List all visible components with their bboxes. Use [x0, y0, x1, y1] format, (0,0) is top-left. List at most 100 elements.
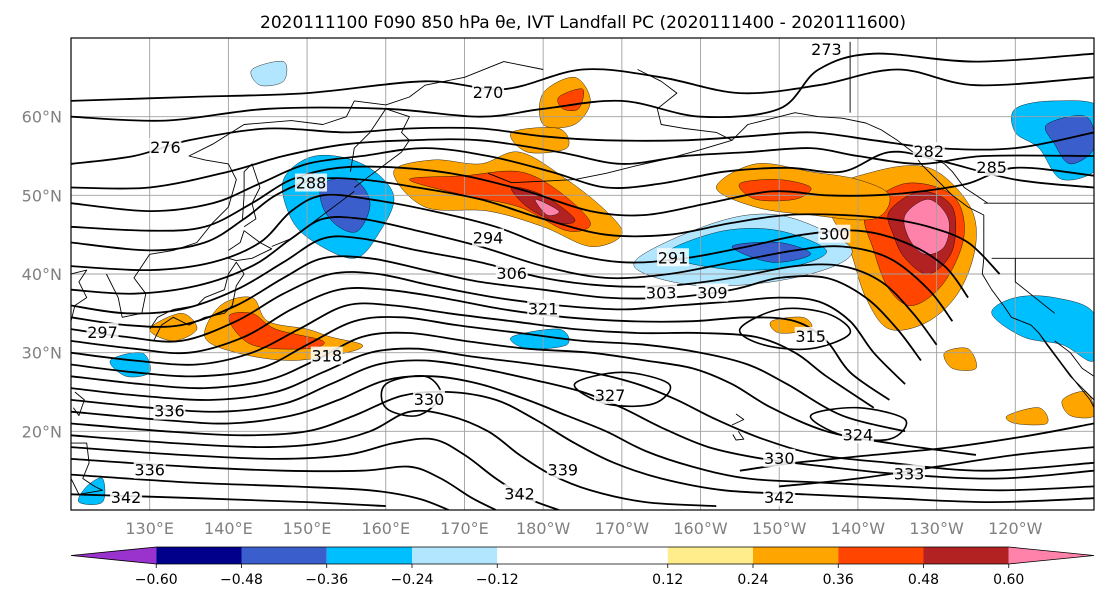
- contour-309-13: [71, 302, 875, 409]
- contour-label-bg: [841, 425, 874, 444]
- colorbar-tick-label: −0.12: [476, 572, 519, 588]
- lon-label: 170°E: [440, 519, 489, 538]
- coast-us-states-2: [1014, 258, 1055, 314]
- contour-294-8: [71, 216, 954, 322]
- contour-label-bg: [472, 83, 505, 102]
- shade-neg-sw-corner: [78, 477, 106, 505]
- colorbar-tick-label: −0.48: [220, 572, 263, 588]
- contour-282-4: [71, 147, 1094, 212]
- shade-pos-sub-2: [943, 347, 977, 371]
- lat-label: 40°N: [22, 265, 62, 284]
- lon-label: 130°E: [125, 519, 174, 538]
- contour-label: 321: [528, 299, 559, 318]
- contour-label-bg: [594, 385, 627, 404]
- colorbar-segment: [667, 547, 753, 564]
- contour-label: 342: [111, 488, 142, 507]
- contour-288-6: [71, 177, 1001, 275]
- coast-russia-coast: [149, 61, 544, 255]
- colorbar-extend-low: [71, 547, 157, 564]
- contour-327-19: [71, 390, 1094, 503]
- contour-330-20: [71, 409, 717, 507]
- contour-label: 324: [843, 425, 874, 444]
- coast-kamchatka: [349, 108, 410, 188]
- contour-label-bg: [893, 464, 926, 483]
- contour-label-bg: [153, 401, 186, 420]
- shade-neg-nw-canada-core: [1045, 115, 1094, 165]
- colorbar-segment: [497, 547, 668, 564]
- contour-label: 330: [414, 390, 445, 409]
- coast-hawaii: [731, 413, 745, 426]
- contour-label: 339: [548, 461, 579, 480]
- shade-neg-siberia: [250, 61, 288, 87]
- contour-label-bg: [495, 264, 528, 282]
- contour-label: 318: [311, 347, 342, 366]
- lon-label: 180°W: [516, 519, 571, 538]
- contour-label-bg: [472, 228, 505, 247]
- contour-label: 336: [134, 461, 165, 480]
- contour-315-15: [71, 331, 977, 456]
- shade-pos-sub-3: [1061, 391, 1094, 419]
- contour-label: 303: [646, 284, 677, 303]
- contour-loop-324-3: [809, 406, 908, 442]
- theta-e-contours: [71, 52, 1094, 510]
- colorbar-tick-label: 0.48: [908, 572, 939, 588]
- figure-title: 2020111100 F090 850 hPa θe, IVT Landfall…: [260, 13, 906, 33]
- colorbar-segment: [753, 547, 839, 564]
- contour-label-bg: [645, 283, 678, 302]
- colorbar-segment: [326, 547, 412, 564]
- coast-baja: [1038, 332, 1094, 408]
- contour-label-bg: [975, 157, 1008, 176]
- contour-label: 285: [976, 158, 1007, 177]
- contour-label-bg: [794, 326, 827, 345]
- lon-label: 160°W: [673, 519, 728, 538]
- shade-pos-asia-2: [149, 313, 198, 342]
- colorbar-tick-label: 0.36: [823, 572, 854, 588]
- contour-label: 273: [811, 40, 842, 59]
- lon-label: 160°E: [361, 519, 410, 538]
- contour-291-7: [71, 193, 969, 299]
- contour-label-bg: [149, 138, 182, 157]
- contour-label-bg: [86, 323, 119, 341]
- contour-label-bg: [110, 488, 143, 507]
- shade-pos-sub-4: [1005, 407, 1049, 426]
- coast-asia-east-coast: [71, 269, 88, 322]
- contour-300-10: [71, 255, 922, 362]
- contour-306-12: [71, 287, 890, 401]
- colorbar-segment: [412, 547, 498, 564]
- contour-label: 342: [764, 488, 795, 507]
- contour-label-bg: [310, 346, 343, 365]
- colorbar-tick-label: 0.24: [737, 572, 768, 588]
- colorbar-segment: [156, 547, 242, 564]
- contour-label: 327: [595, 386, 626, 405]
- contour-loop-315-0: [738, 307, 852, 351]
- contour-label: 297: [87, 323, 118, 342]
- contour-label: 282: [913, 142, 944, 161]
- contour-276-2: [71, 126, 1094, 165]
- lon-label: 140°W: [831, 519, 886, 538]
- coast-hokkaido: [228, 230, 273, 262]
- colorbar-segment: [241, 547, 327, 564]
- lat-label: 50°N: [22, 186, 62, 205]
- colorbar-tick-label: −0.36: [305, 572, 348, 588]
- colorbar-tick-label: 0.12: [652, 572, 683, 588]
- lon-label: 150°W: [752, 519, 807, 538]
- contour-label-bg: [527, 299, 560, 318]
- contour-285-5: [71, 165, 1094, 232]
- shade-neg-west-us: [991, 295, 1094, 362]
- contour-label: 288: [296, 174, 327, 193]
- contour-label-bg: [810, 39, 843, 58]
- contour-312-14: [71, 316, 906, 433]
- contour-339-23: [71, 473, 450, 510]
- gridlines: [71, 38, 1094, 510]
- contour-324-18: [71, 375, 1094, 492]
- coast-us-west-coast: [981, 215, 1094, 401]
- coast-hawaii-big: [732, 431, 745, 441]
- lon-label: 150°E: [283, 519, 332, 538]
- coast-mexico: [1054, 340, 1094, 377]
- colorbar: −0.60 −0.48 −0.36 −0.24 −0.12 0.12 0.24 0.36 0.4…: [70, 546, 1095, 588]
- contour-label-bg: [503, 484, 536, 503]
- contour-label-bg: [696, 283, 729, 302]
- map-panel: 270 273 276 282 285 288 291 294 297 300 303 306 309 3…: [22, 37, 1095, 538]
- contour-label-bg: [133, 460, 166, 479]
